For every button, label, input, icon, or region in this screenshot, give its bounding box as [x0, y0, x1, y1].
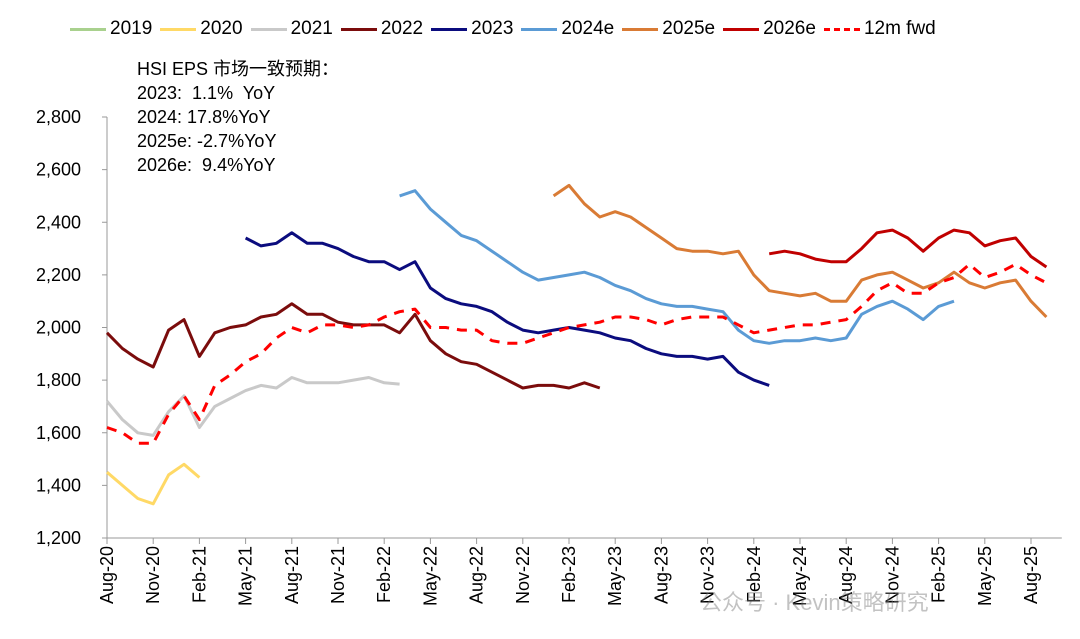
legend-label: 2026e	[763, 18, 816, 39]
x-tick-label: Feb-21	[189, 546, 209, 603]
series-lines	[105, 183, 1048, 506]
x-tick-label: May-25	[975, 546, 995, 606]
legend-item: 2023	[431, 18, 513, 40]
legend-label: 2025e	[662, 18, 716, 39]
legend-label: 2020	[200, 18, 243, 39]
x-tick-label: Aug-23	[651, 546, 671, 604]
legend-item: 2026e	[723, 18, 816, 40]
x-tick-label: May-22	[420, 546, 440, 606]
x-tick-label: Aug-20	[97, 546, 117, 604]
series-line-2022	[105, 302, 601, 390]
y-tick-label: 2,800	[36, 107, 81, 127]
legend-item: 2019	[70, 18, 152, 40]
legend-item: 2020	[160, 18, 243, 40]
series-line-2023	[244, 231, 770, 387]
legend-swatch	[340, 27, 377, 31]
y-tick-label: 2,400	[36, 212, 81, 232]
legend-label: 2021	[290, 18, 333, 39]
legend-label: 2024e	[561, 18, 615, 39]
x-tick-label: Feb-25	[929, 546, 949, 603]
axes: 1,200 1,400 1,600 1,800 2,000 2,200 2,400 2,600…	[36, 107, 1062, 606]
legend-item: 12m fwd	[823, 18, 936, 40]
x-tick-label: Aug-22	[467, 546, 487, 604]
x-tick-label: Aug-25	[1021, 546, 1041, 604]
legend: 2019 2020 2021 2022 2023 2024e 2025e 2026e 12m f…	[70, 18, 944, 40]
x-tick-label: Nov-22	[513, 546, 533, 604]
annotation-line: 2026e: 9.4%YoY	[137, 155, 276, 175]
annotation-line: 2024: 17.8%YoY	[137, 107, 271, 127]
x-tick-label: Feb-23	[559, 546, 579, 603]
legend-item: 2021	[250, 18, 333, 40]
annotation-line: 2025e: -2.7%YoY	[137, 131, 277, 151]
series-line-2021	[105, 376, 400, 437]
x-tick-label: May-23	[605, 546, 625, 606]
legend-label: 2023	[471, 18, 514, 39]
x-tick-label: May-21	[236, 546, 256, 606]
legend-item: 2024e	[521, 18, 614, 40]
y-tick-label: 1,600	[36, 423, 81, 443]
legend-swatch	[250, 27, 287, 31]
y-tick-label: 1,400	[36, 475, 81, 495]
legend-label: 2022	[380, 18, 424, 39]
legend-swatch	[823, 27, 860, 31]
annotation-line: 2023: 1.1% YoY	[137, 83, 276, 103]
series-line-2025e	[552, 183, 1048, 319]
legend-swatch	[622, 27, 659, 31]
x-tick-label: May-24	[790, 546, 810, 606]
legend-swatch	[431, 27, 468, 31]
x-tick-label: Nov-24	[882, 546, 902, 604]
y-tick-label: 1,800	[36, 370, 81, 390]
x-tick-label: Nov-21	[328, 546, 348, 604]
series-line-2026e	[768, 228, 1048, 269]
annotation-heading: HSI EPS 市场一致预期：	[137, 59, 340, 79]
legend-swatch	[160, 27, 197, 31]
annotation-box: HSI EPS 市场一致预期： 2023: 1.1% YoY 2024: 17.…	[137, 57, 339, 177]
y-tick-label: 1,200	[36, 528, 81, 548]
legend-swatch	[723, 27, 760, 31]
x-tick-label: Feb-24	[744, 546, 764, 603]
legend-swatch	[521, 27, 558, 31]
y-tick-label: 2,200	[36, 265, 81, 285]
x-tick-label: Aug-24	[836, 546, 856, 604]
legend-item: 2025e	[622, 18, 715, 40]
x-tick-label: Nov-23	[698, 546, 718, 604]
series-line-2020	[106, 462, 201, 506]
series-line-12m-fwd	[106, 262, 1048, 445]
legend-item: 2022	[340, 18, 424, 40]
watermark: 公众号 · Kevin策略研究	[700, 590, 929, 615]
legend-label: 12m fwd	[863, 18, 936, 39]
x-tick-label: Aug-21	[282, 546, 302, 604]
legend-label: 2019	[110, 18, 153, 39]
y-tick-label: 2,000	[36, 318, 81, 338]
y-tick-label: 2,600	[36, 160, 81, 180]
series-line-2024e	[399, 189, 955, 345]
legend-swatch	[70, 27, 106, 31]
x-tick-label: Feb-22	[374, 546, 394, 603]
x-tick-label: Nov-20	[143, 546, 163, 604]
